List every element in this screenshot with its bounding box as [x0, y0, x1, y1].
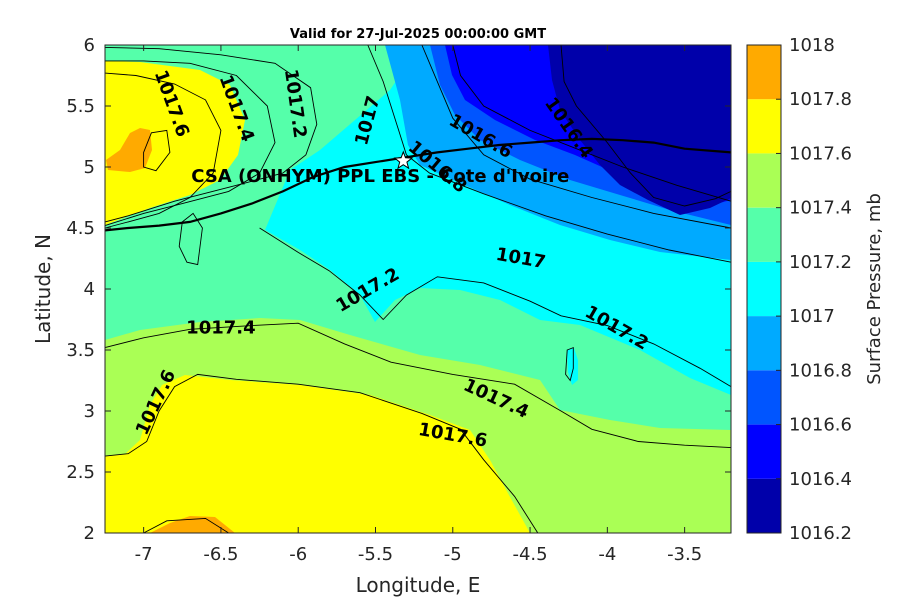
colorbar-frame [746, 44, 782, 534]
fill-1017-8-patch-south [150, 516, 235, 533]
closed-contour-1017-2 [565, 346, 574, 382]
coastline [104, 137, 732, 232]
contour-line-1017-2 [259, 227, 732, 387]
colorbar-tick-label: 1016.4 [789, 469, 852, 490]
y-tick-label: 3 [84, 401, 95, 422]
colorbar-tick-label: 1017 [789, 306, 835, 327]
colorbar-tick-label: 1017.2 [789, 252, 852, 273]
contour-line-1016-8 [421, 44, 732, 229]
colorbar-label: Surface Pressure, mb [864, 193, 885, 385]
colorbar-tick-label: 1016.2 [789, 523, 852, 544]
contour-line-1017-2 [104, 46, 318, 223]
colorbar-tick-label: 1017.8 [789, 89, 852, 110]
y-axis-ticks: 2 2.5 3 3.5 4 4.5 5 5.5 6 [66, 35, 731, 544]
fill-1017-6-band-north [105, 61, 245, 225]
x-tick-label: -5 [444, 544, 462, 565]
fill-1017-2-island [176, 225, 200, 272]
y-tick-label: 2 [84, 523, 95, 544]
colorbar-band [747, 45, 781, 100]
site-label: CSA (ONHYM) PPL EBS - Cote d'Ivoire [191, 166, 569, 187]
x-tick-label: -6.5 [203, 544, 238, 565]
coastline-layer [104, 137, 732, 232]
y-tick-label: 5.5 [66, 96, 95, 117]
x-axis-ticks: -7 -6.5 -6 -5.5 -5 -4.5 -4 -3.5 [135, 45, 702, 565]
fill-1017-0-island [567, 348, 578, 385]
contour-line-1017-6 [104, 373, 539, 534]
y-tick-label: 3.5 [66, 340, 95, 361]
colorbar-band [747, 424, 781, 479]
contour-line-1017-4 [104, 322, 732, 449]
colorbar-band [747, 261, 781, 317]
closed-contour-1017-8 [143, 129, 171, 172]
x-tick-label: -5.5 [358, 544, 393, 565]
y-tick-label: 5 [84, 157, 95, 178]
contour-line-1017-6 [104, 72, 222, 229]
pressure-fields [105, 45, 731, 533]
contour-line-1016-4 [560, 44, 732, 207]
colorbar-band [747, 207, 781, 262]
contour-line-1017 [367, 44, 732, 263]
contour-line-1017-4 [104, 60, 276, 227]
x-tick-label: -4 [598, 544, 616, 565]
y-tick-label: 4 [84, 279, 95, 300]
x-tick-label: -4.5 [512, 544, 547, 565]
y-tick-label: 4.5 [66, 218, 95, 239]
colorbar-band [747, 316, 781, 371]
colorbar-band [747, 153, 781, 208]
y-tick-label: 2.5 [66, 462, 95, 483]
closed-contour-1017-2 [178, 212, 203, 266]
colorbar-tick-label: 1017.6 [789, 143, 852, 164]
x-tick-label: -3.5 [667, 544, 702, 565]
fill-1016-2-band [548, 45, 731, 215]
site-layer: CSA (ONHYM) PPL EBS - Cote d'Ivoire [191, 150, 569, 187]
colorbar-band [747, 478, 781, 533]
colorbar-band [747, 99, 781, 154]
colorbar-band [747, 370, 781, 425]
y-axis-label: Latitude, N [31, 234, 55, 344]
colorbar-tick-label: 1018 [789, 35, 835, 56]
x-tick-label: -7 [135, 544, 153, 565]
site-star-marker [393, 150, 414, 170]
colorbar: 1016.2 1016.4 1016.6 1016.8 1017 1017.2 1017.4… [746, 35, 852, 544]
fill-1017-8-patch-north [106, 128, 152, 172]
chart-title: Valid for 27-Jul-2025 00:00:00 GMT [290, 27, 546, 42]
colorbar-tick-label: 1016.8 [789, 360, 852, 381]
colorbar-tick-label: 1017.4 [789, 198, 852, 219]
x-axis-label: Longitude, E [356, 573, 481, 597]
x-tick-label: -6 [289, 544, 307, 565]
colorbar-tick-label: 1016.6 [789, 415, 852, 436]
contour-lines [104, 44, 732, 534]
contour-label: 1017.4 [186, 318, 255, 339]
y-tick-label: 6 [84, 35, 95, 56]
contour-line-1016-6 [452, 44, 732, 202]
